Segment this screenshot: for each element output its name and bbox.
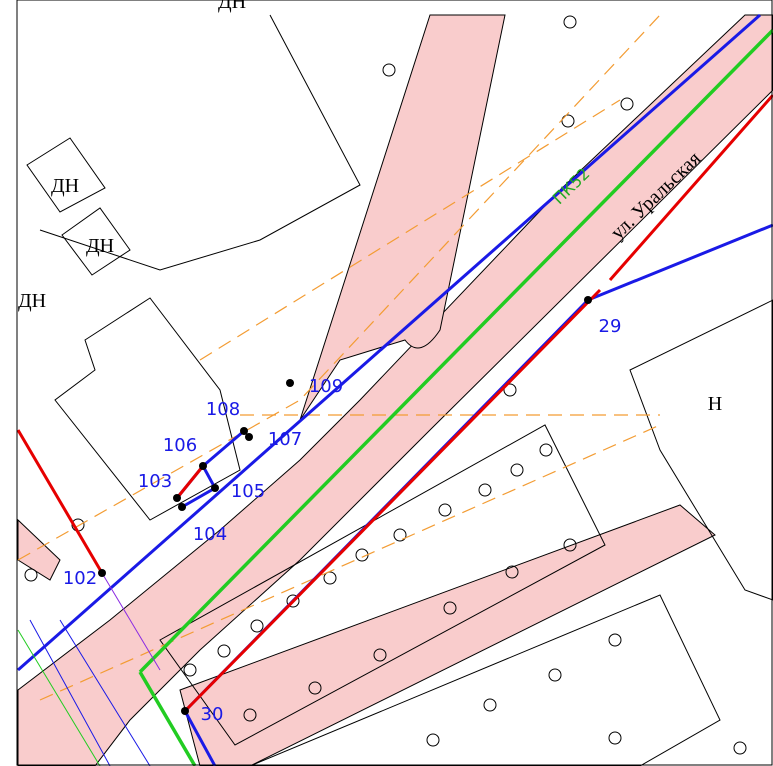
building-label: Н bbox=[708, 393, 722, 415]
point-label: 29 bbox=[599, 316, 622, 337]
building-label: ДН bbox=[18, 290, 46, 312]
thin-line bbox=[29, 619, 151, 766]
thin-line bbox=[101, 572, 161, 671]
boundary-line bbox=[183, 710, 217, 766]
red-line bbox=[16, 94, 773, 713]
side-road bbox=[17, 518, 61, 581]
point-label: 109 bbox=[309, 376, 343, 397]
trees bbox=[24, 15, 747, 755]
axis-line bbox=[138, 28, 773, 766]
point-label: 107 bbox=[268, 429, 302, 450]
main-road bbox=[17, 14, 773, 766]
point-label: 108 bbox=[206, 399, 240, 420]
red-line bbox=[175, 465, 205, 499]
building-outlines bbox=[26, 14, 773, 766]
point-label: 30 bbox=[201, 704, 224, 725]
lower-road bbox=[179, 504, 716, 766]
point-label: 103 bbox=[138, 471, 172, 492]
point-label: 104 bbox=[193, 524, 227, 545]
building-label: ДН bbox=[86, 235, 114, 257]
point-label: 105 bbox=[231, 481, 265, 502]
branch-road bbox=[299, 14, 506, 421]
boundary-line bbox=[17, 13, 761, 672]
point-label: 106 bbox=[163, 435, 197, 456]
utility-lines bbox=[17, 14, 661, 701]
frame bbox=[16, 0, 773, 766]
building-label: ДН bbox=[51, 175, 79, 197]
survey-points bbox=[98, 296, 592, 715]
roads bbox=[17, 14, 773, 766]
thin-line bbox=[17, 629, 101, 766]
point-labels: 102 103 104 105 106 107 108 109 29 30 bbox=[63, 316, 622, 725]
building-label: ДН bbox=[218, 0, 246, 13]
point-label: 102 bbox=[63, 568, 97, 589]
